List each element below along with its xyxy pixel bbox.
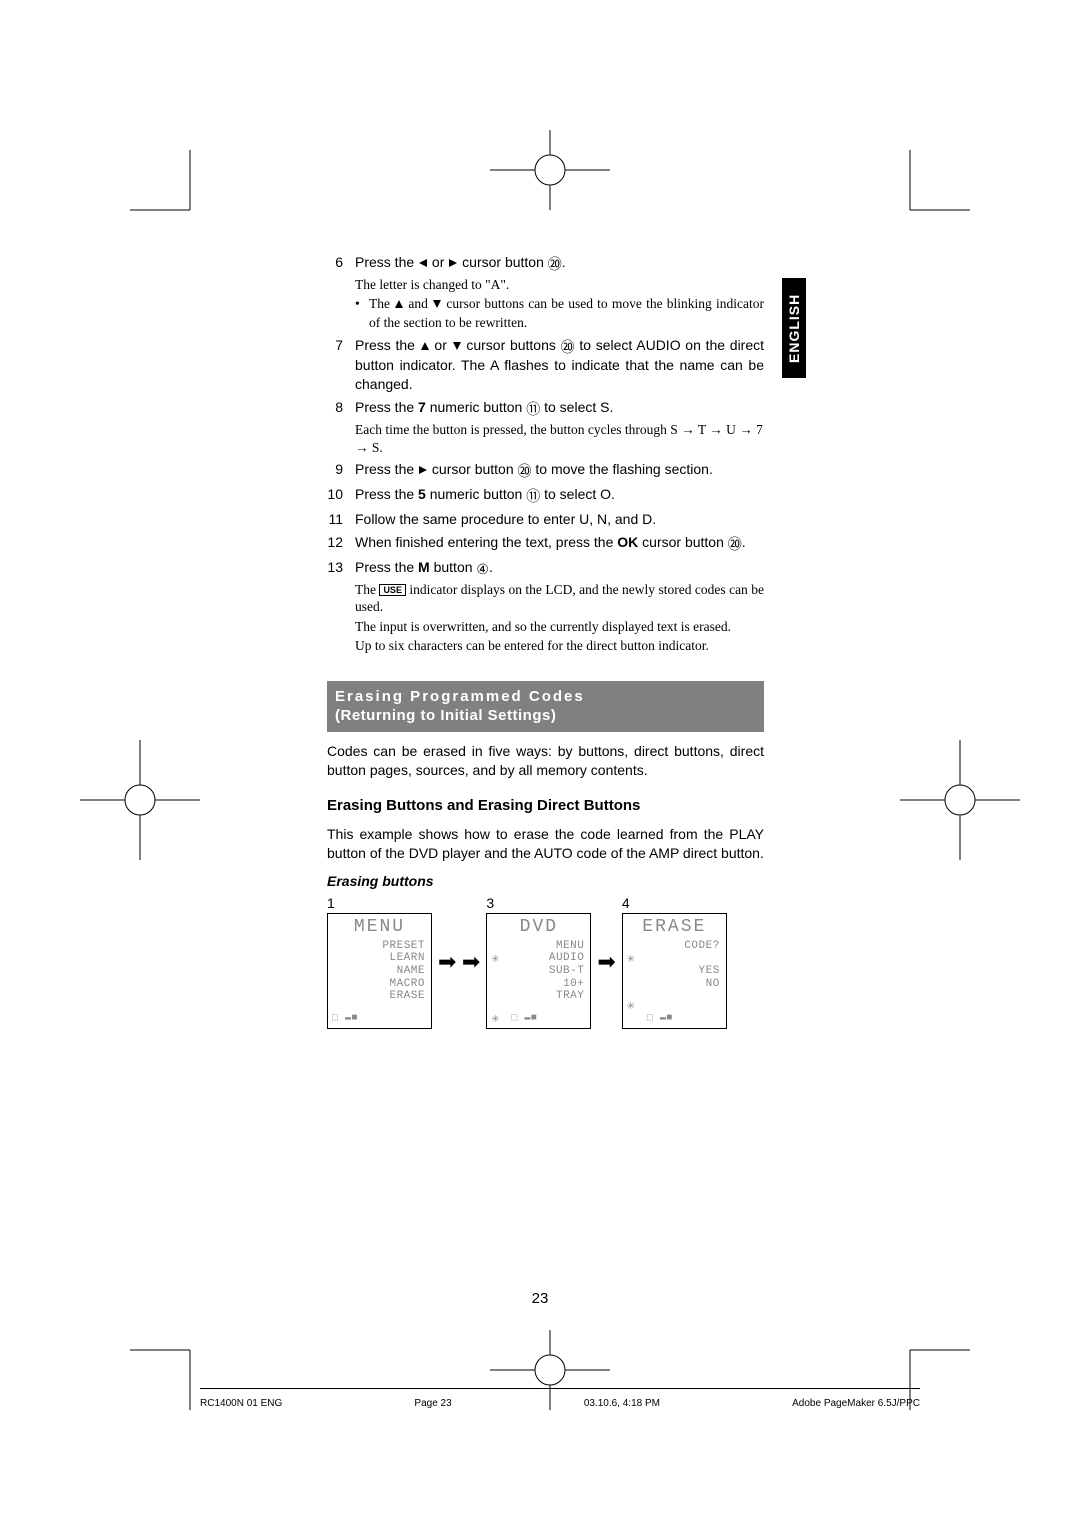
use-indicator-icon: USE (379, 584, 406, 596)
down-triangle-icon (452, 337, 462, 356)
step-10: 10 Press the 5 numeric button ⑪ to selec… (327, 485, 764, 506)
lcd-screen-4: ERASE CODE? ✳ YES ✳NO ⬚ ▬■ (622, 913, 727, 1029)
arrow-icon: ➡ ➡ (438, 949, 480, 975)
step-8: 8 Press the 7 numeric button ⑪ to select… (327, 398, 764, 456)
step-text: Press the (355, 254, 418, 270)
right-triangle-icon (448, 254, 458, 273)
footer-app: Adobe PageMaker 6.5J/PPC (792, 1398, 920, 1409)
crop-mark-tl (130, 150, 230, 230)
burst-icon: ✳ (491, 952, 499, 965)
page-number: 23 (0, 1290, 1080, 1307)
footer: RC1400N 01 ENG Page 23 03.10.6, 4:18 PM … (200, 1398, 920, 1409)
page-content: 6 Press the or cursor button ⑳. The lett… (327, 253, 764, 1029)
section-intro: Codes can be erased in five ways: by but… (327, 742, 764, 780)
step-9: 9 Press the cursor button ⑳ to move the … (327, 460, 764, 481)
crop-mark-tc (490, 130, 610, 210)
circled-20-icon: ⑳ (548, 255, 562, 274)
subsection-head: Erasing Buttons and Erasing Direct Butto… (327, 796, 764, 816)
language-tab: ENGLISH (782, 278, 806, 378)
step-11: 11 Follow the same procedure to enter U,… (327, 510, 764, 529)
arrow-icon: ➡ (597, 949, 615, 975)
step-6: 6 Press the or cursor button ⑳. The lett… (327, 253, 764, 332)
step-13: 13 Press the M button ④. The USE indicat… (327, 558, 764, 655)
burst-icon: ✳ (491, 1012, 499, 1025)
left-triangle-icon (418, 254, 428, 273)
crop-mark-mr (900, 740, 1020, 860)
subsection-intro: This example shows how to erase the code… (327, 825, 764, 863)
step-note: The letter is changed to "A". (355, 276, 764, 294)
up-triangle-icon (394, 296, 404, 314)
footer-page: Page 23 (414, 1398, 451, 1409)
right-triangle-icon (418, 461, 428, 480)
instruction-steps: 6 Press the or cursor button ⑳. The lett… (327, 253, 764, 655)
burst-icon: ✳ (627, 999, 635, 1012)
step-7: 7 Press the or cursor buttons ⑳ to selec… (327, 336, 764, 395)
lcd-screens-row: 1 MENU PRESET LEARN NAME MACRO ERASE ⬚ ▬… (327, 895, 764, 1029)
section-header: Erasing Programmed Codes (Returning to I… (327, 681, 764, 732)
crop-mark-ml (80, 740, 200, 860)
procedure-label: Erasing buttons (327, 873, 764, 889)
footer-timestamp: 03.10.6, 4:18 PM (584, 1398, 660, 1409)
lcd-screen-1: MENU PRESET LEARN NAME MACRO ERASE ⬚ ▬■ (327, 913, 432, 1029)
step-12: 12 When finished entering the text, pres… (327, 533, 764, 554)
footer-divider (200, 1388, 920, 1389)
step-num: 6 (327, 253, 355, 332)
down-triangle-icon (432, 296, 442, 314)
lcd-screen-3: DVD MENU ✳AUDIO SUB-T 10+ TRAY ✳ ⬚ ▬■ (486, 913, 591, 1029)
footer-doc-id: RC1400N 01 ENG (200, 1398, 282, 1409)
burst-icon: ✳ (627, 952, 635, 965)
step-bullet: • The and cursor buttons can be used to … (355, 295, 764, 331)
up-triangle-icon (420, 337, 430, 356)
crop-mark-tr (870, 150, 970, 230)
